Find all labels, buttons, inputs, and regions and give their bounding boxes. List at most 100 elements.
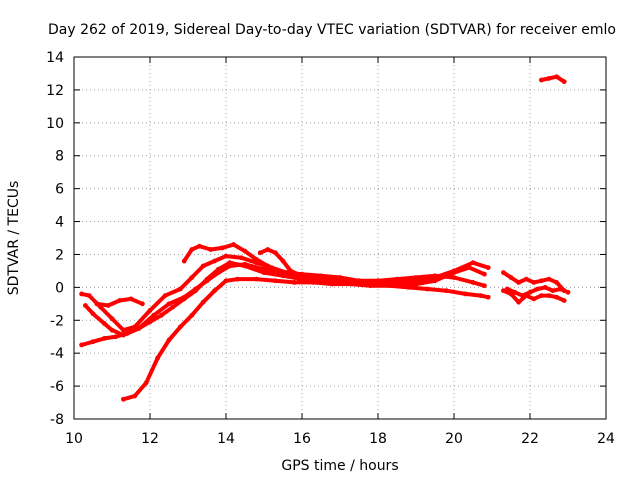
data-point (432, 273, 438, 279)
y-tick-label: -8 (50, 412, 64, 428)
data-point (535, 286, 540, 292)
data-point (261, 266, 267, 272)
data-point (242, 261, 248, 267)
data-point (94, 301, 100, 307)
data-point (501, 270, 506, 275)
y-tick-label: 2 (55, 247, 64, 263)
data-point (394, 280, 400, 285)
data-point (356, 278, 362, 284)
data-point (482, 283, 487, 289)
y-tick-label: 6 (55, 182, 64, 198)
series-line (121, 277, 491, 402)
y-tick-label: 4 (55, 215, 64, 231)
x-tick-label: 12 (141, 431, 159, 447)
data-point (212, 288, 218, 294)
data-point (322, 276, 328, 282)
data-point (542, 284, 548, 290)
data-point (539, 77, 544, 83)
data-point (561, 79, 567, 85)
data-point (189, 275, 195, 280)
data-point (478, 293, 483, 298)
data-point (485, 265, 491, 271)
data-point (554, 74, 559, 80)
data-point (109, 327, 115, 333)
x-tick-label: 24 (597, 431, 615, 447)
data-point (79, 342, 84, 348)
data-point (280, 258, 286, 264)
data-point (208, 247, 214, 252)
data-point (136, 326, 142, 331)
data-point (189, 312, 195, 318)
series-line (79, 254, 491, 333)
data-point (102, 335, 107, 341)
data-point (223, 253, 229, 259)
y-tick-label: -6 (50, 379, 64, 395)
data-point (273, 278, 278, 284)
data-point (470, 280, 476, 285)
data-point (132, 393, 138, 399)
data-point (482, 271, 487, 277)
data-point (558, 286, 563, 292)
data-point (231, 242, 237, 247)
data-point (90, 339, 96, 345)
data-point (375, 281, 381, 287)
chart-title: Day 262 of 2019, Sidereal Day-to-day VTE… (48, 22, 616, 38)
data-point (501, 288, 506, 294)
plot-frame (73, 56, 607, 420)
data-point (117, 298, 122, 303)
data-point (265, 263, 271, 269)
data-point (254, 256, 259, 262)
data-point (83, 303, 88, 308)
data-point (216, 270, 221, 275)
x-axis-ticks: 10 12 14 16 18 20 22 24 (65, 57, 615, 447)
data-point (425, 286, 430, 292)
data-point (516, 280, 521, 285)
data-point (444, 288, 449, 294)
data-point (288, 268, 293, 274)
data-point (128, 296, 134, 302)
data-point (546, 75, 552, 81)
data-point (181, 258, 187, 264)
data-point (288, 273, 293, 279)
x-tick-label: 16 (293, 431, 311, 447)
x-tick-label: 18 (369, 431, 387, 447)
data-point (162, 293, 168, 298)
data-point (470, 260, 476, 266)
data-point (193, 286, 199, 292)
data-point (413, 275, 419, 280)
y-tick-label: 14 (46, 50, 64, 66)
data-point (238, 255, 244, 261)
data-point (546, 276, 552, 282)
data-point (227, 263, 233, 269)
series-line (539, 74, 567, 84)
data-point (299, 273, 305, 279)
data-point (79, 291, 84, 297)
data-point (235, 276, 240, 282)
data-point (159, 312, 164, 318)
data-point (223, 278, 229, 284)
y-tick-label: -4 (50, 346, 64, 362)
data-point (561, 298, 567, 303)
y-tick-label: 8 (55, 149, 64, 165)
data-point (375, 278, 381, 284)
data-point (539, 293, 544, 298)
x-tick-label: 10 (65, 431, 83, 447)
data-point (166, 301, 172, 307)
data-point (166, 337, 172, 343)
data-point (200, 263, 206, 269)
data-point (181, 294, 187, 300)
data-point (212, 258, 218, 264)
data-point (531, 296, 537, 302)
data-point (121, 396, 126, 402)
data-point (463, 291, 468, 297)
data-point (254, 276, 259, 282)
x-axis-label: GPS time / hours (281, 458, 398, 474)
data-point (121, 332, 126, 338)
data-point (113, 334, 119, 340)
y-tick-label: -2 (50, 313, 64, 329)
y-axis-ticks: -8 -6 -4 -2 0 2 4 6 8 10 12 14 (46, 50, 606, 428)
data-point (170, 304, 176, 310)
data-point (520, 293, 525, 298)
data-point (516, 299, 521, 305)
